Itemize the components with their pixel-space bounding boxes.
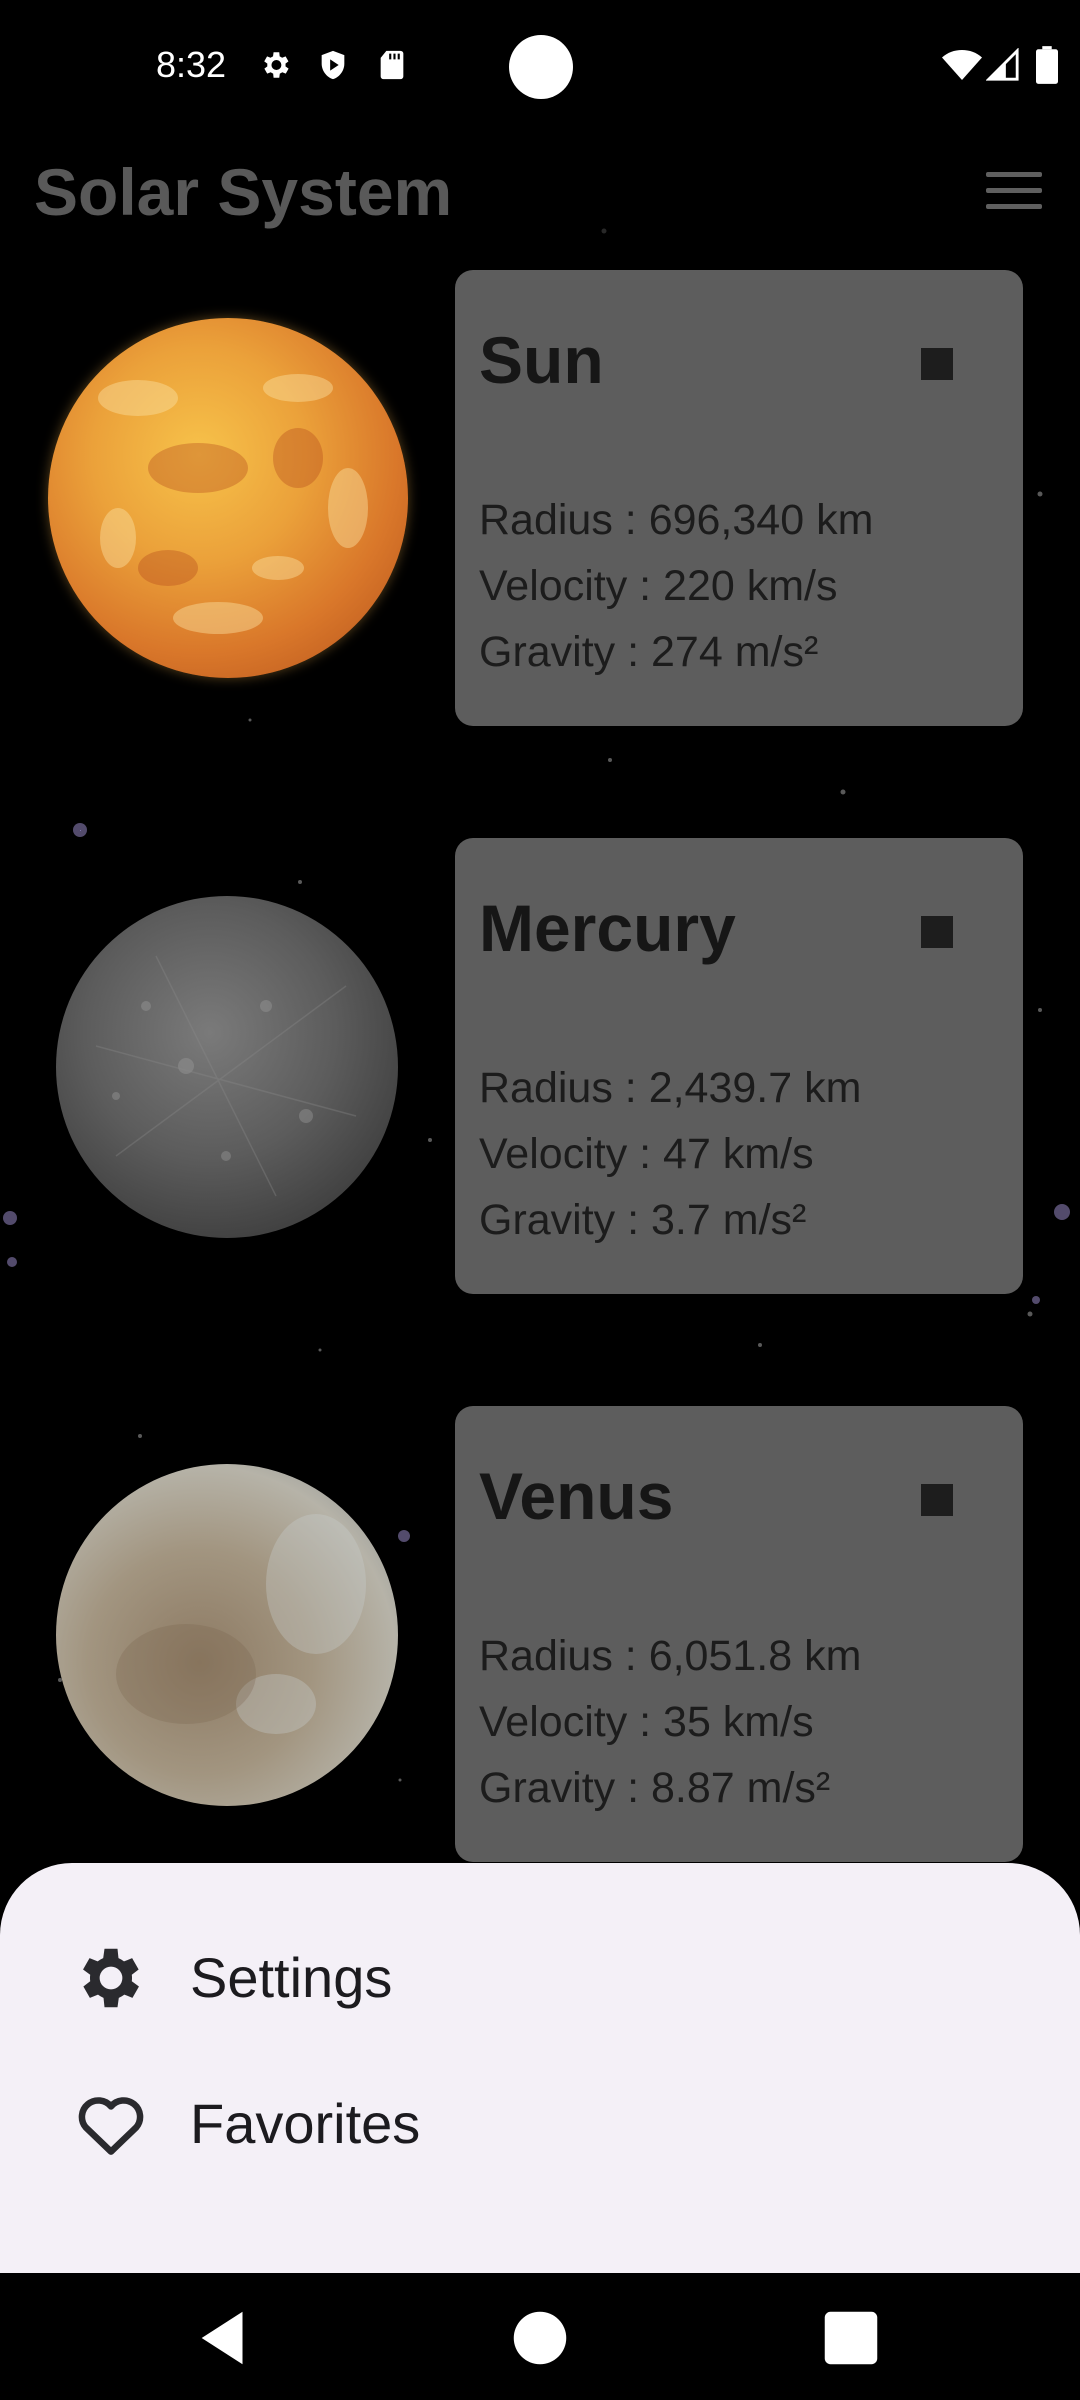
planet-gravity: Gravity : 8.87 m/s² <box>479 1764 831 1812</box>
planet-radius: Radius : 2,439.7 km <box>479 1064 862 1112</box>
status-time: 8:32 <box>156 44 227 85</box>
planet-velocity: Velocity : 47 km/s <box>479 1130 814 1178</box>
app-bar: Solar System <box>0 136 1080 246</box>
planet-name: Sun <box>479 323 604 397</box>
menu-item-label: Settings <box>190 1946 393 2009</box>
info-card-venus[interactable]: Venus Radius : 6,051.8 km Velocity : 35 … <box>455 1406 1023 1862</box>
mercury-image <box>56 896 398 1238</box>
info-card-sun[interactable]: Sun Radius : 696,340 km Velocity : 220 k… <box>455 270 1023 726</box>
hamburger-menu-icon[interactable] <box>986 172 1042 212</box>
favorite-checkbox[interactable] <box>921 348 953 380</box>
wifi-icon <box>942 50 982 80</box>
planet-radius: Radius : 6,051.8 km <box>479 1632 862 1680</box>
recents-icon[interactable] <box>816 2303 886 2373</box>
menu-item-label: Favorites <box>190 2092 421 2155</box>
settings-gear-icon <box>264 52 289 78</box>
cell-signal-icon <box>986 48 1019 81</box>
sun-image <box>48 318 408 678</box>
sd-card-icon <box>380 50 404 80</box>
status-bar: 8:32 <box>0 0 1080 136</box>
favorite-checkbox[interactable] <box>921 916 953 948</box>
app-title: Solar System <box>34 155 453 229</box>
back-icon[interactable] <box>190 2303 260 2373</box>
gear-icon <box>83 1948 139 2008</box>
favorite-checkbox[interactable] <box>921 1484 953 1516</box>
planet-name: Mercury <box>479 891 736 965</box>
venus-image <box>56 1464 398 1806</box>
battery-icon <box>1036 46 1058 84</box>
planet-row-venus[interactable]: Venus Radius : 6,051.8 km Velocity : 35 … <box>0 1406 1080 1862</box>
planet-velocity: Velocity : 220 km/s <box>479 562 838 610</box>
front-camera <box>509 35 573 99</box>
navigation-bar <box>0 2273 1080 2400</box>
info-card-mercury[interactable]: Mercury Radius : 2,439.7 km Velocity : 4… <box>455 838 1023 1294</box>
planet-radius: Radius : 696,340 km <box>479 496 874 544</box>
shield-play-icon <box>321 50 345 80</box>
menu-item-favorites[interactable]: Favorites <box>0 2051 1080 2191</box>
planet-gravity: Gravity : 3.7 m/s² <box>479 1196 807 1244</box>
menu-item-settings[interactable]: Settings <box>0 1905 1080 2045</box>
heart-outline-icon <box>78 2097 144 2155</box>
planet-row-sun[interactable]: Sun Radius : 696,340 km Velocity : 220 k… <box>0 270 1080 726</box>
bottom-sheet-menu: Settings Favorites <box>0 1863 1080 2273</box>
home-icon[interactable] <box>505 2303 575 2373</box>
planet-velocity: Velocity : 35 km/s <box>479 1698 814 1746</box>
planet-name: Venus <box>479 1459 674 1533</box>
planet-row-mercury[interactable]: Mercury Radius : 2,439.7 km Velocity : 4… <box>0 838 1080 1294</box>
planet-gravity: Gravity : 274 m/s² <box>479 628 819 676</box>
